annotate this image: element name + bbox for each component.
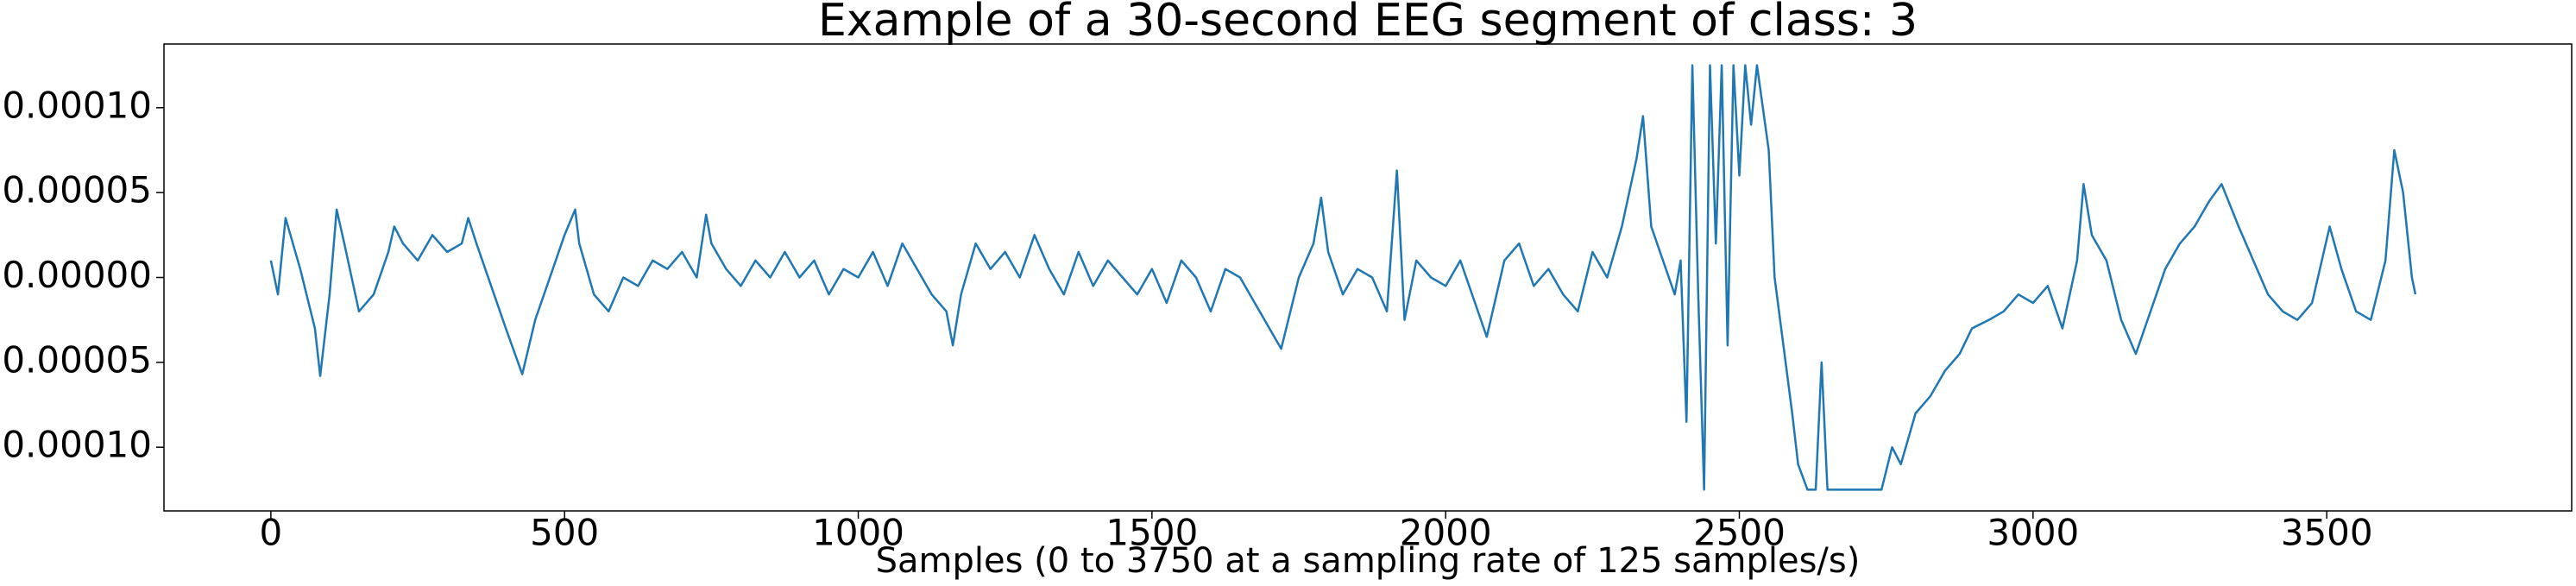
chart-title: Example of a 30-second EEG segment of cl… (818, 0, 1918, 47)
x-tick-label: 3500 (2281, 512, 2373, 554)
x-tick-label: 2000 (1400, 512, 1492, 554)
x-tick-label: 3000 (1987, 512, 2079, 554)
x-axis-label: Samples (0 to 3750 at a sampling rate of… (876, 541, 1861, 581)
y-tick-label: 0.00010 (2, 84, 152, 126)
y-tick-label: −0.00010 (0, 424, 152, 466)
eeg-line (269, 64, 2417, 491)
x-tick-label: 1500 (1105, 512, 1198, 554)
plot-frame (163, 43, 2573, 512)
x-tick-label: 1000 (812, 512, 904, 554)
y-tick-label: −0.00005 (0, 338, 152, 381)
x-tick-label: 0 (260, 512, 283, 554)
y-tick-label: 0.00000 (2, 254, 152, 296)
y-tick-label: 0.00005 (2, 169, 152, 211)
x-tick-label: 500 (530, 512, 599, 554)
x-tick-label: 2500 (1693, 512, 1786, 554)
